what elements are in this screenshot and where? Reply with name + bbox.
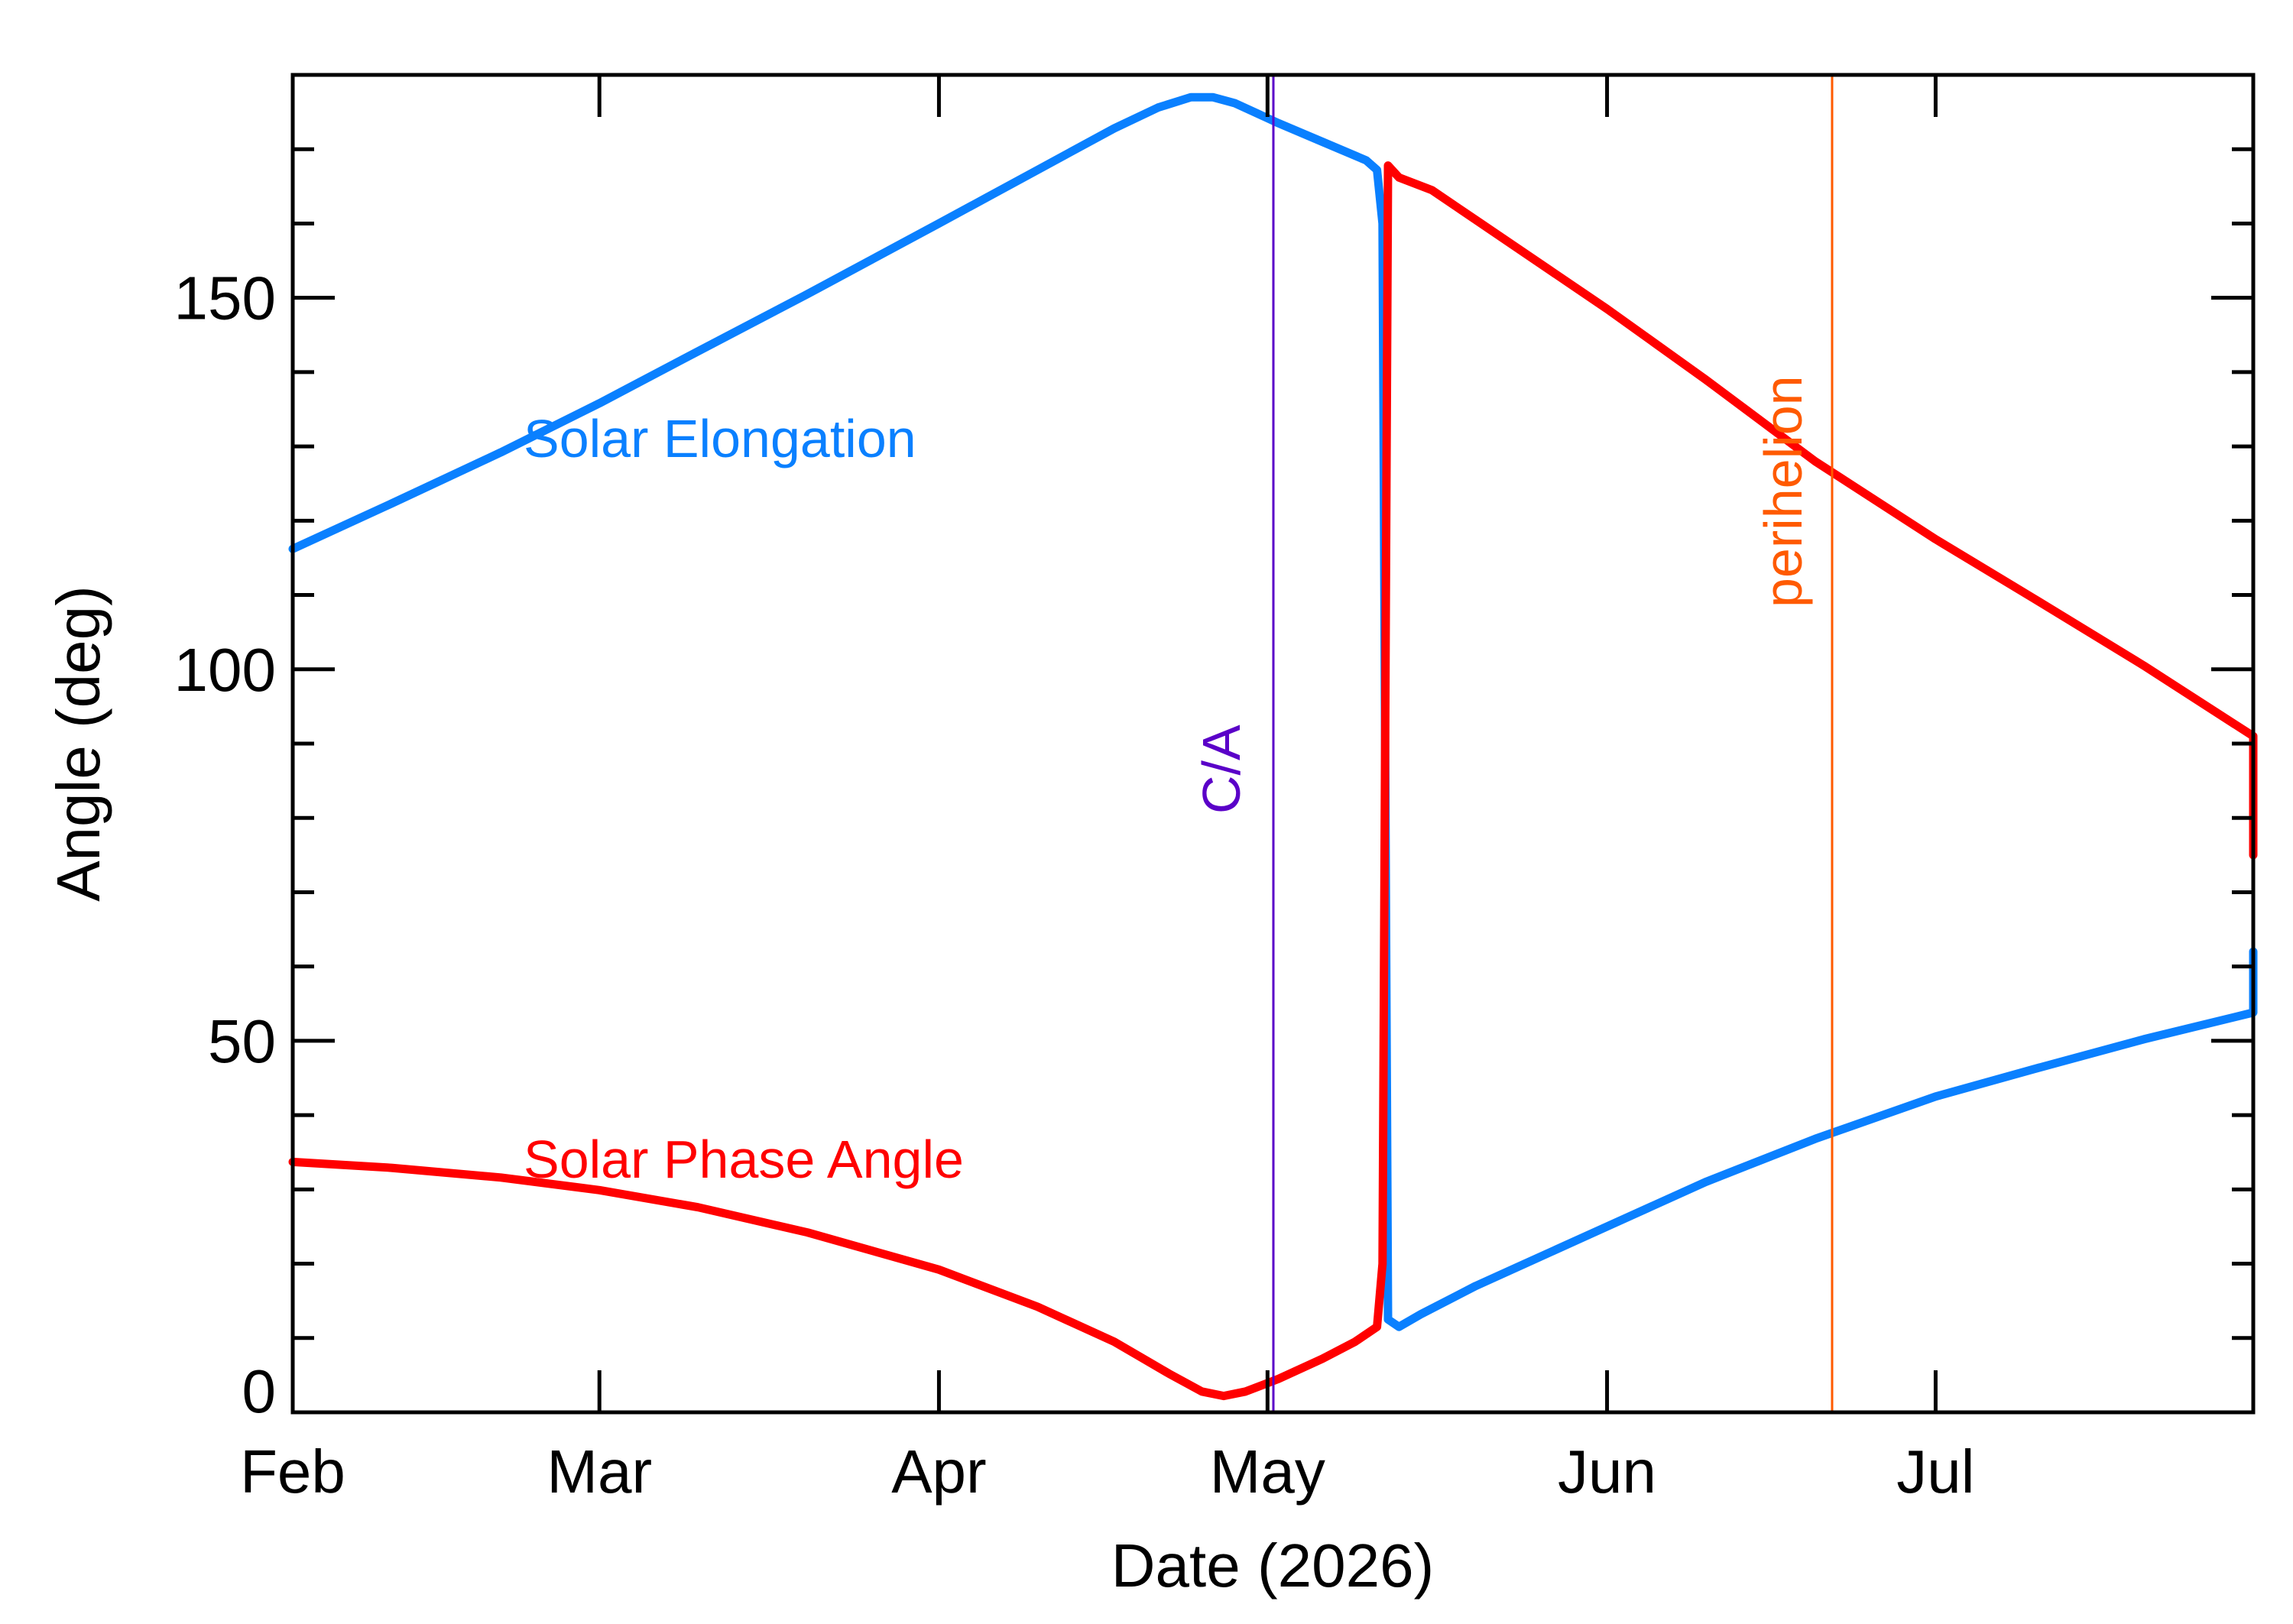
y-axis-title: Angle (deg) — [44, 585, 112, 902]
perihelion-label: perihelion — [1753, 375, 1813, 608]
series-label-solar-phase-angle: Solar Phase Angle — [524, 1130, 964, 1189]
closest-approach-label: C/A — [1192, 724, 1251, 814]
series-line-solar-elongation — [288, 92, 2258, 1331]
series-layer — [288, 92, 2258, 1401]
y-tick-label-0: 0 — [242, 1357, 277, 1425]
x-ticks: Feb Mar Apr May Jun Jul — [240, 75, 1975, 1506]
series-line-solar-phase-angle — [288, 161, 2258, 1401]
x-tick-label-feb: Feb — [240, 1438, 345, 1506]
x-tick-label-jun: Jun — [1558, 1438, 1656, 1506]
marker-lines — [1272, 75, 1834, 1412]
x-tick-label-jul: Jul — [1896, 1438, 1974, 1506]
y-tick-label-150: 150 — [174, 264, 276, 332]
series-label-solar-elongation: Solar Elongation — [524, 409, 916, 468]
x-tick-label-may: May — [1210, 1438, 1325, 1506]
y-ticks: 0 50 100 150 — [174, 73, 2253, 1425]
y-tick-label-50: 50 — [208, 1007, 276, 1075]
x-tick-label-mar: Mar — [546, 1438, 652, 1506]
x-axis-title: Date (2026) — [1111, 1532, 1434, 1600]
x-tick-label-apr: Apr — [891, 1438, 987, 1506]
y-tick-label-100: 100 — [174, 636, 276, 704]
